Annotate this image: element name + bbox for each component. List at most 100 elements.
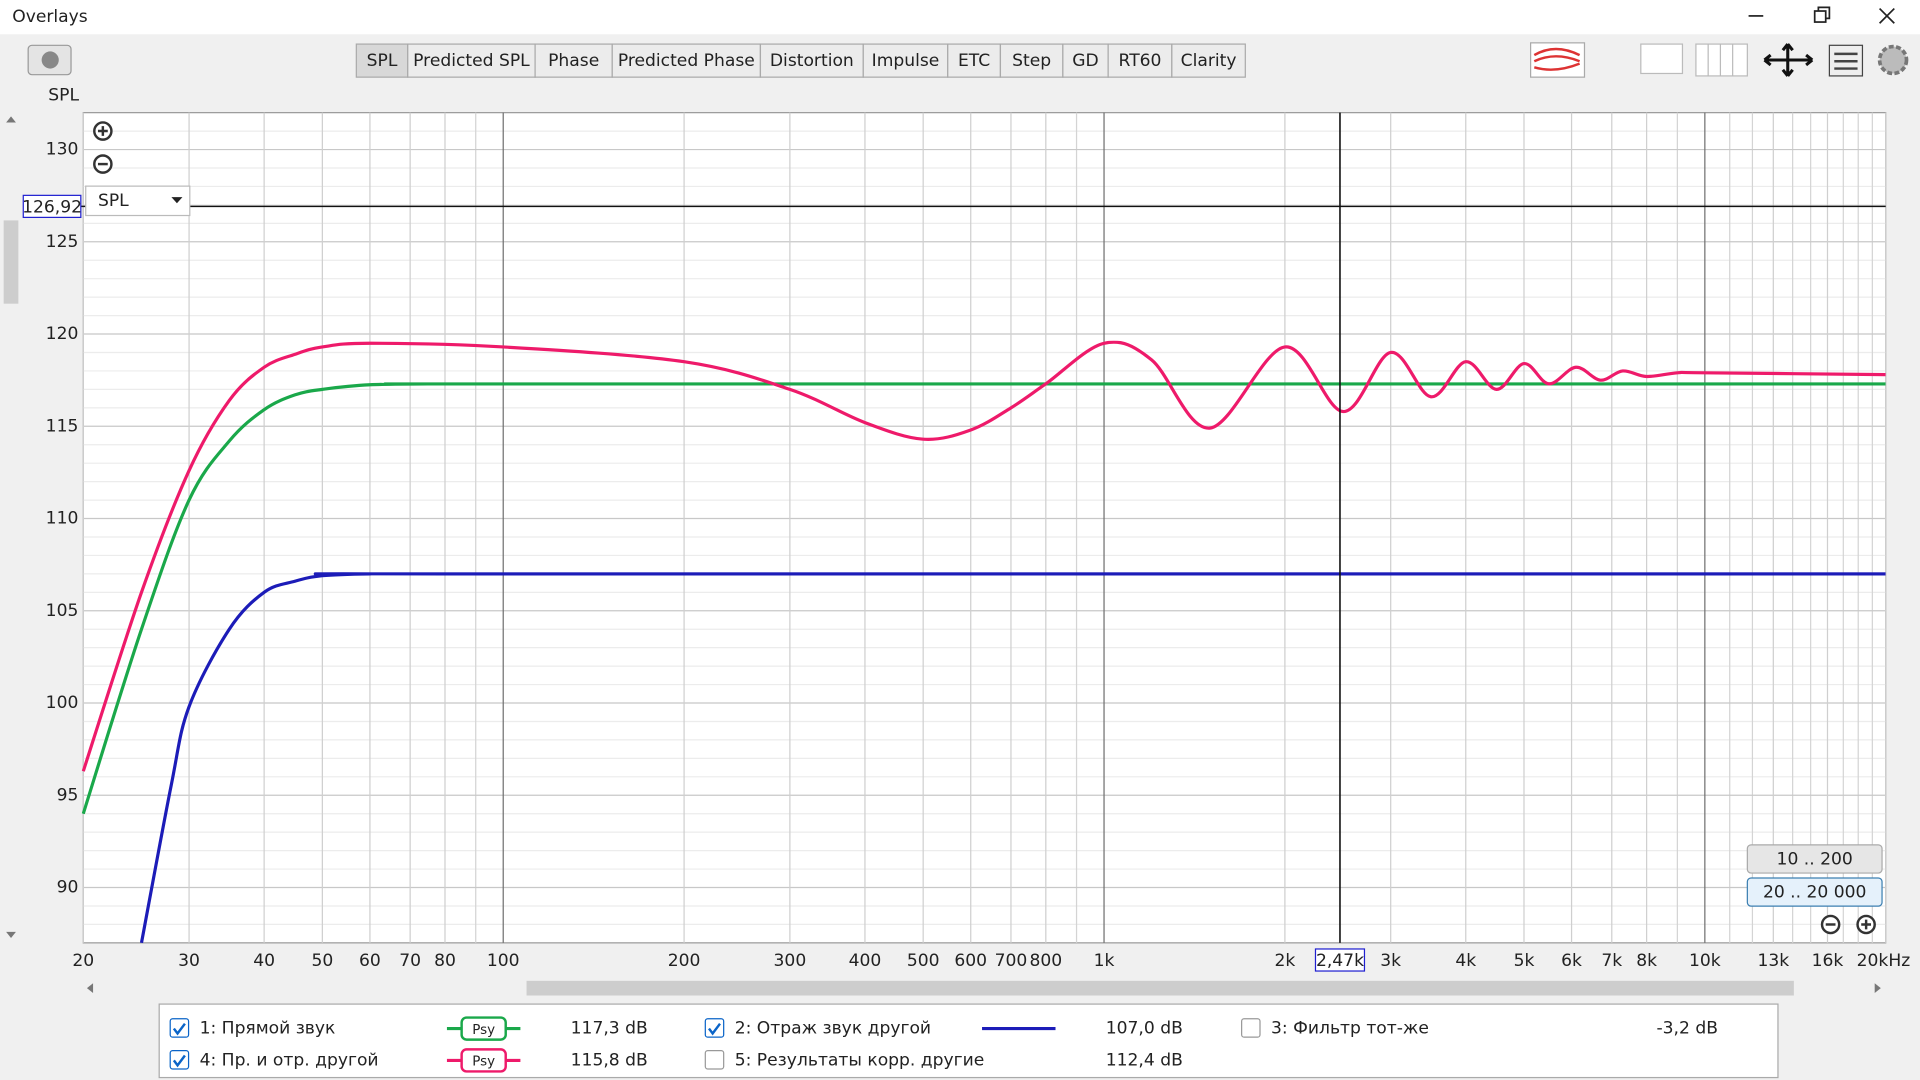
tab[interactable] bbox=[407, 43, 536, 78]
x-tick-label: 10k bbox=[1689, 951, 1721, 971]
curves bbox=[83, 342, 1885, 943]
tab-label: GD bbox=[1072, 51, 1098, 71]
tab-bar: SPL Predicted SPL Phase Predicted Phase Dist… bbox=[355, 43, 1246, 78]
legend-checkbox[interactable] bbox=[704, 1050, 725, 1070]
cursor-x-label: 2,47k bbox=[1316, 951, 1364, 971]
v-scrollbar[interactable] bbox=[0, 110, 23, 943]
legend-level: -3,2 dB bbox=[1656, 1019, 1717, 1039]
tab-label: Predicted Phase bbox=[618, 51, 755, 71]
y-axis-label: SPL bbox=[48, 86, 79, 106]
window-controls[interactable] bbox=[1748, 6, 1895, 24]
tab[interactable] bbox=[1171, 43, 1246, 78]
tab[interactable] bbox=[534, 43, 613, 78]
range-button[interactable] bbox=[1746, 877, 1883, 907]
tab[interactable] bbox=[355, 43, 409, 78]
y-tick-label: 125 bbox=[46, 232, 79, 252]
x-tick-label: 2k bbox=[1274, 951, 1295, 971]
y-tick-label: 120 bbox=[46, 324, 79, 344]
legend-name: 1: Прямой звук bbox=[200, 1019, 336, 1039]
x-tick-label: 200 bbox=[668, 951, 701, 971]
x-tick-label: 700 bbox=[995, 951, 1028, 971]
legend-checkbox[interactable] bbox=[1241, 1018, 1261, 1038]
range-buttons: 10 .. 200 20 .. 20 000 bbox=[1746, 844, 1883, 907]
x-tick-label: 16k bbox=[1812, 951, 1844, 971]
tab[interactable] bbox=[611, 43, 762, 78]
camera-icon bbox=[41, 51, 59, 69]
y-tick-label: 100 bbox=[46, 693, 79, 713]
x-tick-label: 5k bbox=[1514, 951, 1535, 971]
window-title: Overlays bbox=[12, 7, 88, 27]
x-tick-label: 60 bbox=[359, 951, 381, 971]
x-tick-label: 3k bbox=[1380, 951, 1401, 971]
series-line bbox=[83, 384, 1885, 814]
range-button-label: 10 .. 200 bbox=[1777, 850, 1853, 870]
x-tick-label: 500 bbox=[907, 951, 940, 971]
x-tick-label: 400 bbox=[849, 951, 882, 971]
v-scroll-thumb[interactable] bbox=[3, 220, 19, 304]
tab[interactable] bbox=[1062, 43, 1109, 78]
tab-label: Phase bbox=[548, 51, 599, 71]
cursor-y-box bbox=[22, 194, 82, 219]
x-tick-label: 6k bbox=[1561, 951, 1582, 971]
tab[interactable] bbox=[759, 43, 864, 78]
tab-label: Step bbox=[1012, 51, 1051, 71]
tab-label: Distortion bbox=[770, 51, 854, 71]
x-tick-label: 13k bbox=[1757, 951, 1789, 971]
dropdown-arrow bbox=[171, 197, 183, 204]
tab-label: Predicted SPL bbox=[413, 51, 530, 71]
tab-label: ETC bbox=[958, 51, 990, 71]
legend: 1: Прямой звук Psy 117,3 dB 2: Отраж звук д… bbox=[169, 1016, 1718, 1073]
legend-checkbox[interactable] bbox=[169, 1050, 190, 1070]
x-tick-label: 20 bbox=[72, 951, 94, 971]
legend-checkbox[interactable] bbox=[704, 1018, 725, 1038]
legend-badge-label: Psy bbox=[472, 1023, 495, 1038]
x-tick-label: 80 bbox=[434, 951, 456, 971]
tab-label: Impulse bbox=[872, 51, 940, 71]
legend-checkbox[interactable] bbox=[169, 1018, 190, 1038]
legend-check bbox=[172, 1054, 186, 1068]
title-bar bbox=[0, 0, 1920, 35]
series-line bbox=[83, 342, 1885, 771]
plot-area bbox=[82, 112, 1887, 944]
x-tick-label: 1k bbox=[1094, 951, 1115, 971]
x-tick-label: 50 bbox=[311, 951, 333, 971]
legend-name: 2: Отраж звук другой bbox=[735, 1019, 931, 1039]
right-tools[interactable] bbox=[1530, 42, 1909, 78]
measure-dropdown[interactable] bbox=[85, 185, 191, 217]
y-tick-label: 115 bbox=[46, 416, 79, 436]
legend-badge bbox=[460, 1048, 507, 1073]
legend-panel bbox=[158, 1003, 1779, 1079]
x-tick-label: 100 bbox=[487, 951, 520, 971]
y-tick-label: 90 bbox=[57, 878, 79, 898]
tab[interactable] bbox=[1107, 43, 1173, 78]
x-tick-label: 600 bbox=[954, 951, 987, 971]
legend-level: 117,3 dB bbox=[571, 1019, 648, 1039]
x-tick-label: 800 bbox=[1029, 951, 1062, 971]
legend-name: 3: Фильтр тот-же bbox=[1271, 1019, 1429, 1039]
x-tick-label: 7k bbox=[1601, 951, 1622, 971]
x-tick-label: 30 bbox=[178, 951, 200, 971]
legend-badge-label: Psy bbox=[472, 1055, 495, 1070]
y-tick-label: 130 bbox=[46, 140, 79, 160]
cursor-x-box bbox=[1314, 948, 1366, 972]
x-tick-label: 70 bbox=[399, 951, 421, 971]
zoom-x[interactable] bbox=[1820, 914, 1876, 935]
legend-level: 115,8 dB bbox=[571, 1050, 648, 1070]
x-tick-label: 20kHz bbox=[1857, 951, 1911, 971]
legend-check bbox=[708, 1022, 721, 1036]
range-button-label: 20 .. 20 000 bbox=[1763, 883, 1867, 903]
legend-name: 4: Пр. и отр. другой bbox=[200, 1050, 379, 1070]
range-button[interactable] bbox=[1746, 844, 1883, 874]
series-line bbox=[141, 574, 1885, 943]
h-scroll-thumb[interactable] bbox=[526, 980, 1794, 996]
y-tick-label: 95 bbox=[57, 785, 79, 805]
tab-label: Clarity bbox=[1181, 51, 1237, 71]
x-tick-label: 4k bbox=[1455, 951, 1476, 971]
legend-level: 107,0 dB bbox=[1106, 1019, 1183, 1039]
y-tick-label: 105 bbox=[46, 601, 79, 621]
y-tick-label: 110 bbox=[46, 509, 79, 529]
zoom-y[interactable] bbox=[93, 121, 113, 174]
legend-level: 112,4 dB bbox=[1106, 1050, 1183, 1070]
cursor-y-label: 126,92 bbox=[22, 198, 82, 218]
